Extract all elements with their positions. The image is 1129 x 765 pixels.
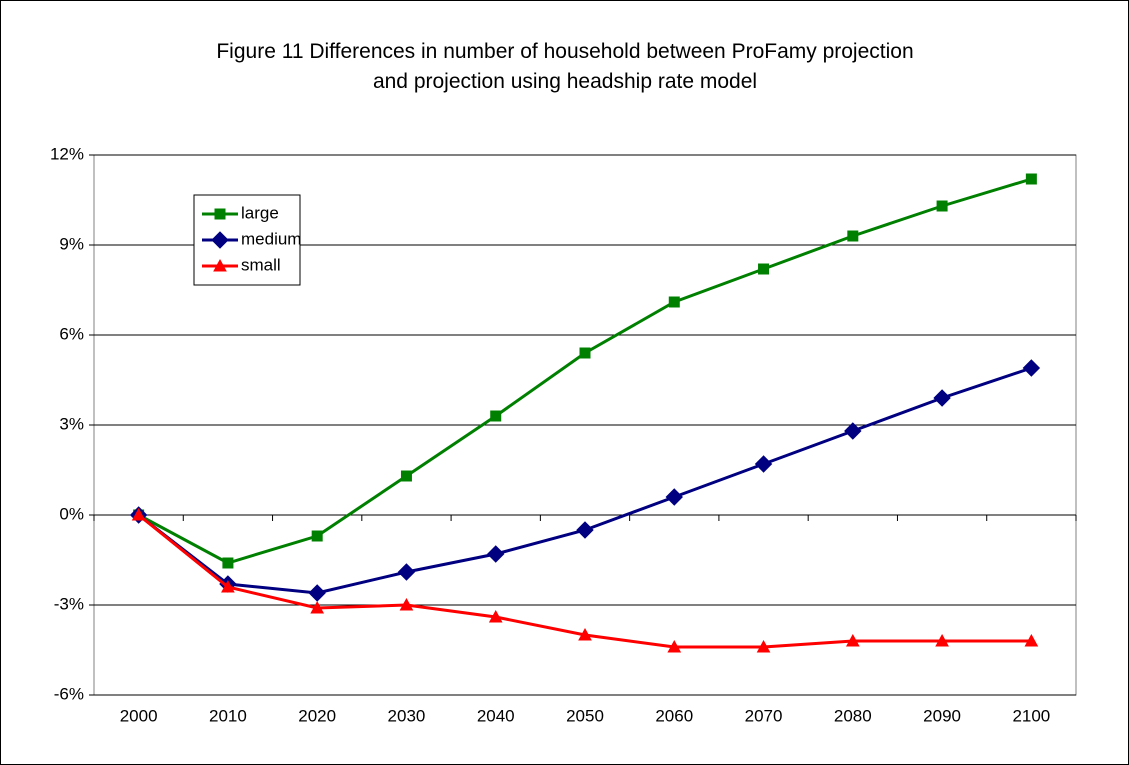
y-tick-label: 3% (59, 414, 84, 433)
data-point (754, 455, 773, 473)
data-point (311, 530, 323, 542)
data-point (490, 410, 502, 422)
data-point (222, 557, 234, 569)
data-point (310, 600, 325, 614)
legend-marker (211, 231, 229, 249)
y-tick-label: 0% (59, 504, 84, 523)
y-tick-label: -3% (54, 594, 84, 613)
x-tick-label: 2100 (1012, 706, 1050, 725)
data-point (844, 422, 862, 440)
x-tick-label: 2080 (834, 706, 872, 725)
y-tick-label: -6% (54, 684, 84, 703)
data-point (758, 263, 770, 275)
y-tick-label: 9% (59, 234, 84, 253)
data-point (399, 597, 414, 611)
data-point (400, 470, 412, 482)
data-point (935, 633, 949, 647)
data-point (579, 347, 591, 359)
data-point (576, 521, 594, 539)
data-point (221, 579, 235, 593)
data-point (668, 296, 680, 308)
x-tick-label: 2020 (298, 706, 336, 725)
data-point (936, 200, 948, 212)
data-point (665, 488, 683, 506)
legend-marker (213, 258, 227, 272)
x-tick-label: 2070 (745, 706, 783, 725)
data-point (667, 639, 682, 653)
legend: large medium small (193, 194, 301, 286)
data-point (1022, 359, 1041, 377)
legend-label: large (241, 203, 279, 222)
data-point (488, 609, 503, 623)
x-tick-label: 2060 (655, 706, 693, 725)
data-point (847, 230, 859, 242)
legend-marker (214, 208, 226, 220)
data-point (756, 639, 771, 653)
x-tick-label: 2010 (209, 706, 247, 725)
data-point (131, 507, 146, 521)
x-tick-label: 2000 (120, 706, 158, 725)
data-point (1024, 633, 1039, 647)
data-point (578, 627, 592, 641)
x-tick-label: 2030 (388, 706, 426, 725)
x-tick-label: 2040 (477, 706, 515, 725)
data-point (1025, 173, 1037, 185)
y-tick-label: 6% (59, 324, 84, 343)
legend-label: medium (241, 229, 301, 248)
data-point (487, 545, 505, 563)
chart-title: Figure 11 Differences in number of house… (216, 40, 914, 93)
data-point (933, 389, 951, 407)
data-point (845, 633, 860, 647)
y-tick-label: 12% (50, 144, 84, 163)
x-tick-label: 2050 (566, 706, 604, 725)
x-tick-label: 2090 (923, 706, 961, 725)
data-point (397, 563, 416, 581)
legend-label: small (241, 255, 281, 274)
